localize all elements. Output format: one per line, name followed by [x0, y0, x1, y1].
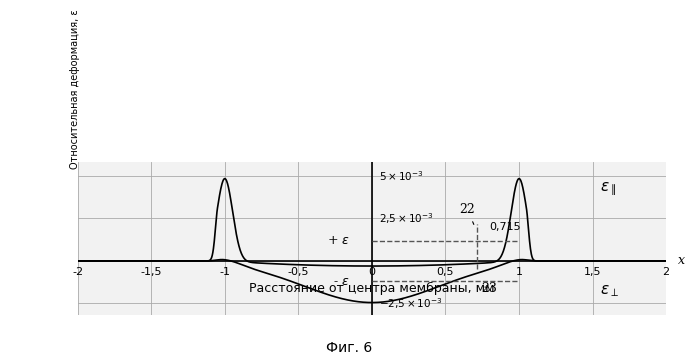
Text: -1: -1: [219, 267, 230, 277]
Text: $\varepsilon_{\parallel}$: $\varepsilon_{\parallel}$: [600, 181, 616, 199]
Text: 0: 0: [368, 267, 375, 277]
Text: 0,715: 0,715: [489, 222, 521, 232]
Text: $2{,}5\times10^{-3}$: $2{,}5\times10^{-3}$: [380, 211, 434, 226]
Text: 1: 1: [516, 267, 523, 277]
Text: 23: 23: [482, 281, 498, 294]
Text: Фиг. 6: Фиг. 6: [326, 341, 373, 355]
Text: $\varepsilon_{\perp}$: $\varepsilon_{\perp}$: [600, 284, 619, 299]
Text: 0,5: 0,5: [437, 267, 454, 277]
Text: $5\times10^{-3}$: $5\times10^{-3}$: [380, 169, 424, 183]
Text: 1,5: 1,5: [584, 267, 601, 277]
Text: -0,5: -0,5: [287, 267, 309, 277]
Text: x: x: [678, 255, 685, 267]
Text: -1,5: -1,5: [140, 267, 162, 277]
Text: $-2{,}5\times10^{-3}$: $-2{,}5\times10^{-3}$: [380, 296, 442, 311]
Text: + $\varepsilon$: + $\varepsilon$: [327, 234, 350, 247]
Text: Расстояние от центра мембраны, мм: Расстояние от центра мембраны, мм: [249, 282, 495, 295]
Text: - $\varepsilon$: - $\varepsilon$: [333, 275, 350, 288]
Text: -2: -2: [72, 267, 83, 277]
Text: Относительная деформация, ε: Относительная деформация, ε: [71, 9, 80, 169]
Text: 22: 22: [460, 204, 475, 224]
Text: 2: 2: [663, 267, 670, 277]
